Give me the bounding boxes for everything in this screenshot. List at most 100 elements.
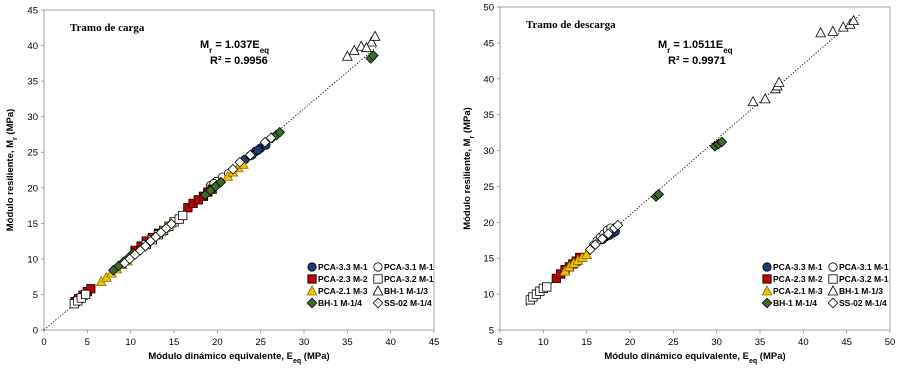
x-tick-label: 35: [755, 337, 766, 348]
legend-marker: [827, 285, 839, 296]
legend-label: PCA-3.1 M-1: [839, 262, 889, 272]
legend-label: PCA-3.2 M-1: [839, 274, 889, 284]
legend-item: BH-1 M-1/4: [306, 297, 362, 309]
legend-label: BH-1 M-1/4: [773, 298, 817, 308]
series-ss-02-m-1-4: [119, 132, 277, 269]
x-tick-label: 50: [885, 337, 896, 348]
y-axis-label: Módulo resiliente, Mr (MPa): [462, 107, 476, 230]
legend-label: BH-1 M-1/3: [839, 286, 883, 296]
x-tick-label: 40: [385, 337, 396, 348]
legend-marker: [827, 297, 839, 309]
legend-item: BH-1 M-1/3: [372, 285, 428, 296]
x-tick-label: 0: [41, 337, 46, 348]
y-tick-label: 40: [27, 41, 38, 52]
x-tick-label: 35: [342, 337, 353, 348]
legend-label: SS-02 M-1/4: [839, 298, 887, 308]
legend-label: PCA-3.3 M-1: [773, 262, 823, 272]
series-bh-1-m-1-3: [747, 14, 860, 107]
data-point: [653, 188, 664, 200]
y-tick-label: 35: [483, 110, 494, 121]
legend-marker: [372, 297, 384, 309]
r-squared: R² = 0.9956: [210, 55, 268, 67]
data-point: [86, 284, 96, 294]
series-bh-1-m-1-4: [650, 136, 728, 202]
legend-label: PCA-2.1 M-3: [773, 286, 823, 296]
legend-item: PCA-3.2 M-1: [373, 274, 434, 284]
legend-item: PCA-3.2 M-1: [828, 274, 889, 284]
data-point: [366, 36, 378, 47]
y-tick-label: 20: [483, 218, 494, 229]
series-ss-02-m-1-4: [584, 219, 624, 255]
legend-marker: [761, 297, 773, 309]
series-pca-2-1-m-3: [559, 248, 593, 276]
legend-marker: [306, 297, 318, 309]
legend-item: BH-1 M-1/4: [761, 297, 817, 309]
data-point: [274, 126, 286, 138]
legend-marker: [761, 285, 773, 296]
data-point: [584, 244, 596, 255]
legend-marker: [828, 274, 838, 284]
legend-item: BH-1 M-1/3: [827, 285, 883, 296]
legend: PCA-3.3 M-1 PCA-3.1 M-1 PCA-2.3 M-2 PCA-3.2…: [761, 262, 889, 309]
legend-item: PCA-2.3 M-2: [307, 274, 368, 284]
y-tick-label: 40: [483, 74, 494, 85]
data-point: [234, 156, 246, 168]
x-tick-label: 30: [299, 337, 310, 348]
y-tick-label: 50: [483, 3, 494, 14]
y-tick-label: 45: [27, 6, 38, 17]
x-tick-label: 30: [711, 337, 722, 348]
trend-equation: Mr = 1.037Eeq: [200, 39, 269, 55]
trend-equation: Mr = 1.0511Eeq: [658, 39, 733, 55]
data-point: [837, 21, 849, 32]
data-point: [827, 25, 839, 36]
data-point: [367, 50, 379, 61]
data-point: [848, 14, 860, 26]
data-point: [259, 136, 271, 148]
data-point: [612, 219, 624, 231]
data-point: [178, 210, 188, 221]
legend-item: SS-02 M-1/4: [372, 297, 432, 309]
x-tick-label: 15: [581, 337, 592, 348]
x-tick-label: 10: [125, 337, 136, 348]
legend-marker: [373, 274, 383, 284]
data-point: [369, 30, 381, 41]
y-tick-label: 20: [27, 183, 38, 194]
legend-item: PCA-3.3 M-1: [762, 262, 823, 272]
y-tick-label: 45: [483, 38, 494, 49]
x-tick-label: 5: [497, 337, 502, 348]
legend-marker: [372, 285, 384, 296]
x-tick-label: 5: [85, 337, 90, 348]
x-axis-label: Módulo dinámico equivalente, Eeq (MPa): [148, 351, 329, 365]
legend-item: PCA-3.1 M-1: [828, 262, 889, 272]
legend-label: PCA-3.2 M-1: [384, 274, 434, 284]
x-tick-label: 20: [625, 337, 636, 348]
legend: PCA-3.3 M-1 PCA-3.1 M-1 PCA-2.3 M-2 PCA-3.2…: [306, 262, 434, 309]
y-tick-label: 30: [483, 146, 494, 157]
legend-label: BH-1 M-1/3: [384, 286, 428, 296]
x-tick-label: 10: [538, 337, 549, 348]
data-point: [265, 132, 277, 144]
y-tick-label: 5: [489, 326, 494, 337]
series-pca-3-2-m-1: [525, 282, 552, 305]
x-tick-label: 25: [255, 337, 266, 348]
y-tick-label: 25: [27, 148, 38, 159]
chart-panel-descarga: 5 10 15 20 25 30 35 40 45 50 5 10 15 20 25 30 35 40 45 50 Tr…: [462, 3, 895, 365]
legend-marker: [306, 285, 318, 296]
data-point: [360, 41, 372, 53]
x-tick-label: 15: [169, 337, 180, 348]
y-tick-label: 15: [27, 219, 38, 230]
data-point: [227, 163, 239, 175]
legend-item: PCA-2.3 M-2: [762, 274, 823, 284]
series-bh-1-m-1-3: [341, 30, 381, 61]
x-axis-label: Módulo dinámico equivalente, Eeq (MPa): [604, 351, 785, 365]
x-tick-label: 25: [668, 337, 679, 348]
legend-label: PCA-3.1 M-1: [384, 262, 434, 272]
data-point: [166, 218, 177, 230]
data-point: [747, 95, 759, 107]
legend-marker: [762, 274, 772, 284]
data-point: [341, 50, 353, 61]
legend-item: SS-02 M-1/4: [827, 297, 887, 309]
legend-label: PCA-2.1 M-3: [318, 286, 368, 296]
y-tick-label: 10: [483, 290, 494, 301]
